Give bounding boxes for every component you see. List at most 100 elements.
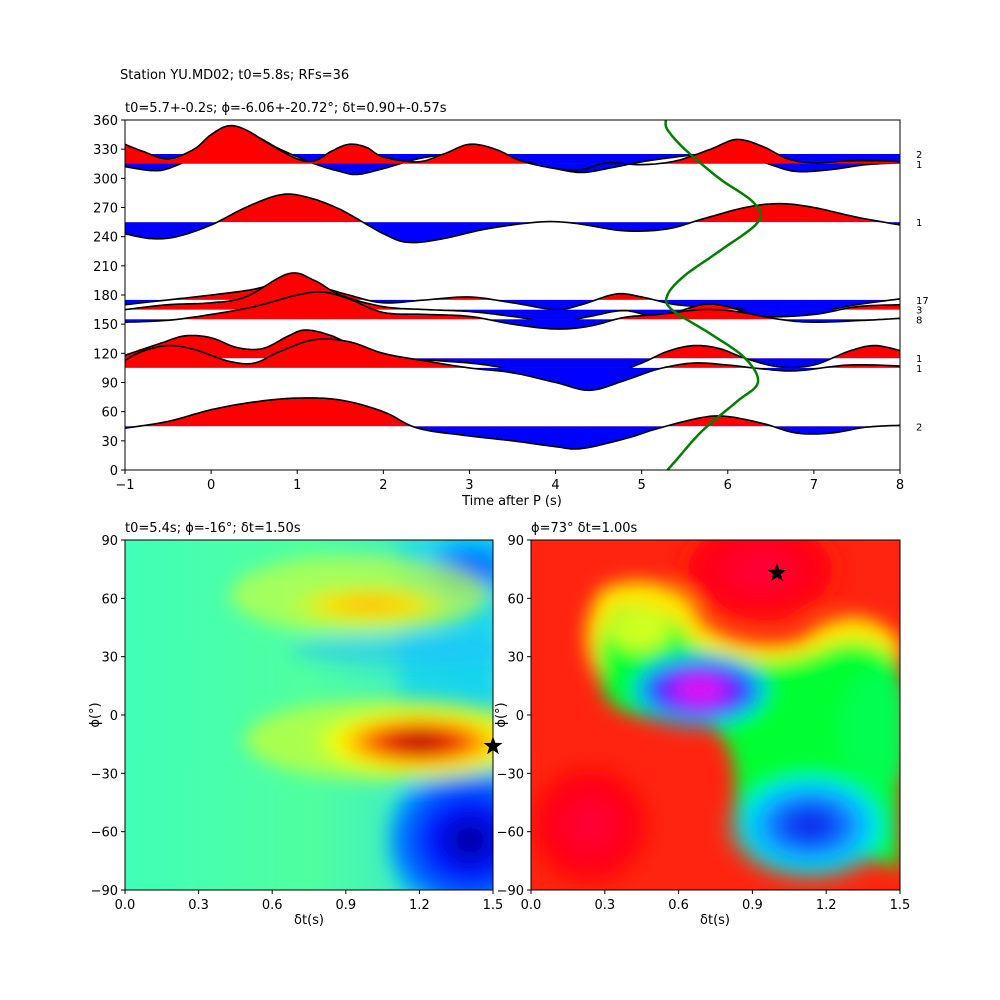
rf-x-tick-label: 0 bbox=[207, 478, 215, 493]
rf-trace-line bbox=[125, 193, 900, 244]
optimum-star bbox=[767, 563, 787, 582]
energy-grid-left-panel: t0=5.4s; ϕ=-16°; δt=1.50s 0.0 0.3 0.6 0.9 1.… bbox=[88, 521, 504, 928]
rf-x-tick-label: 7 bbox=[810, 478, 818, 493]
grid-y-tick-label: 30 bbox=[507, 651, 524, 666]
rf-trace bbox=[125, 193, 900, 244]
rf-y-tick-label: 300 bbox=[93, 172, 118, 187]
rf-y-tick-label: 150 bbox=[93, 318, 118, 333]
rf-positive-fill bbox=[125, 125, 900, 164]
rf-x-tick-label: 5 bbox=[638, 478, 646, 493]
rf-x-tick-label: 3 bbox=[465, 478, 473, 493]
rf-trace-count: 2 bbox=[916, 422, 922, 433]
grid-y-tick-label: −30 bbox=[497, 767, 524, 782]
rf-trace bbox=[125, 338, 900, 392]
rf-y-tick-label: 0 bbox=[110, 464, 118, 479]
rf-trace-count: 2 bbox=[916, 150, 922, 161]
grid-x-tick-label: 0.9 bbox=[335, 898, 356, 913]
grid-y-tick-label: −60 bbox=[497, 826, 524, 841]
left-grid-axes: 0.0 0.3 0.6 0.9 1.2 1.5 90 60 30 0 −30 −60 −90 bbox=[91, 534, 504, 913]
right-grid-y-label: ϕ(°) bbox=[494, 702, 509, 727]
grid-x-tick-label: 0.6 bbox=[262, 898, 283, 913]
grid-x-tick-label: 0.6 bbox=[668, 898, 689, 913]
left-grid-y-label: ϕ(°) bbox=[88, 702, 103, 727]
rf-trace-line bbox=[125, 397, 900, 450]
rf-y-tick-label: 120 bbox=[93, 347, 118, 362]
grid-x-tick-label: 0.0 bbox=[115, 898, 136, 913]
rf-x-tick-label: 4 bbox=[551, 478, 559, 493]
grid-x-tick-label: 1.5 bbox=[890, 898, 911, 913]
rf-trace bbox=[125, 291, 900, 330]
rf-y-tick-label: 240 bbox=[93, 231, 118, 246]
right-grid-axes: 0.0 0.3 0.6 0.9 1.2 1.5 90 60 30 0 −30 −60 −90 bbox=[497, 534, 911, 913]
rf-y-axis: 0 30 60 90 120 150 180 210 240 270 300 330 360 bbox=[93, 114, 125, 479]
rf-green-curve bbox=[664, 120, 762, 470]
rf-y-tick-label: 60 bbox=[101, 406, 118, 421]
rf-y-tick-label: 210 bbox=[93, 260, 118, 275]
grid-x-tick-label: 0.3 bbox=[188, 898, 209, 913]
right-grid-x-label: δt(s) bbox=[700, 913, 730, 928]
grid-y-tick-label: −60 bbox=[91, 826, 118, 841]
left-optimum-star-icon bbox=[483, 736, 503, 755]
grid-x-tick-label: 0.3 bbox=[594, 898, 615, 913]
right-grid-title: ϕ=73° δt=1.00s bbox=[531, 521, 638, 536]
rf-y-tick-label: 180 bbox=[93, 289, 118, 304]
rf-x-tick-label: 8 bbox=[896, 478, 904, 493]
rf-trace-count: 1 bbox=[916, 160, 922, 171]
grid-y-tick-label: 60 bbox=[507, 592, 524, 607]
grid-x-tick-label: 0.9 bbox=[742, 898, 763, 913]
grid-x-tick-label: 1.2 bbox=[816, 898, 837, 913]
grid-y-tick-label: 60 bbox=[101, 592, 118, 607]
optimum-star bbox=[483, 736, 503, 755]
rf-x-axis: −1 0 1 2 3 4 5 6 7 8 bbox=[115, 470, 904, 493]
rf-trace-line bbox=[125, 291, 900, 330]
grid-x-tick-label: 1.5 bbox=[483, 898, 504, 913]
rf-trace-line bbox=[125, 124, 900, 171]
rf-x-tick-label: 6 bbox=[724, 478, 732, 493]
rf-trace-count: 1 bbox=[916, 354, 922, 365]
grid-x-tick-label: 1.2 bbox=[409, 898, 430, 913]
rf-negative-fill bbox=[125, 309, 841, 323]
rf-y-tick-label: 270 bbox=[93, 202, 118, 217]
rf-negative-fill bbox=[125, 299, 893, 315]
rf-x-tick-label: 1 bbox=[293, 478, 301, 493]
rf-trace bbox=[125, 397, 900, 450]
rf-trace-line bbox=[125, 338, 900, 392]
rf-negative-fill bbox=[125, 319, 900, 330]
rf-trace-count: 8 bbox=[916, 315, 922, 326]
grid-y-tick-label: −90 bbox=[91, 884, 118, 899]
rf-x-tick-label: 2 bbox=[379, 478, 387, 493]
rf-y-tick-label: 360 bbox=[93, 114, 118, 129]
rf-positive-fill bbox=[125, 397, 900, 427]
grid-y-tick-label: 0 bbox=[110, 709, 118, 724]
rf-positive-fill bbox=[125, 194, 900, 223]
grid-y-tick-label: −90 bbox=[497, 884, 524, 899]
right-heatmap bbox=[531, 540, 900, 890]
left-grid-x-label: δt(s) bbox=[294, 913, 324, 928]
energy-grid-right-panel: ϕ=73° δt=1.00s 0.0 0.3 0.6 0.9 1.2 1.59060300… bbox=[494, 521, 911, 928]
rf-trace-count: 1 bbox=[916, 218, 922, 229]
right-optimum-star-icon bbox=[767, 563, 787, 582]
grid-x-tick-label: 0.0 bbox=[521, 898, 542, 913]
grid-y-tick-label: 0 bbox=[516, 709, 524, 724]
grid-y-tick-label: 30 bbox=[101, 651, 118, 666]
rf-negative-fill bbox=[125, 222, 900, 243]
grid-y-tick-label: 90 bbox=[101, 534, 118, 549]
grid-y-tick-label: 90 bbox=[507, 534, 524, 549]
figure-suptitle: Station YU.MD02; t0=5.8s; RFs=36 bbox=[120, 68, 349, 83]
left-heatmap bbox=[125, 540, 493, 890]
rf-trace-count: 17 bbox=[916, 296, 929, 307]
left-grid-title: t0=5.4s; ϕ=-16°; δt=1.50s bbox=[125, 521, 301, 536]
rf-panel-title: t0=5.7+-0.2s; ϕ=-6.06+-20.72°; δt=0.90+-… bbox=[125, 101, 447, 116]
rf-y-tick-label: 30 bbox=[101, 435, 118, 450]
rf-trace-count: 3 bbox=[916, 306, 922, 317]
rf-x-tick-label: −1 bbox=[115, 478, 134, 493]
rf-x-axis-label: Time after P (s) bbox=[461, 494, 562, 509]
rf-trace-count: 1 bbox=[916, 364, 922, 375]
rf-y-tick-label: 90 bbox=[101, 377, 118, 392]
rf-positive-fill bbox=[125, 339, 900, 368]
rf-plot-area bbox=[125, 120, 900, 470]
rf-negative-fill bbox=[125, 426, 900, 449]
rf-y-tick-label: 330 bbox=[93, 143, 118, 158]
